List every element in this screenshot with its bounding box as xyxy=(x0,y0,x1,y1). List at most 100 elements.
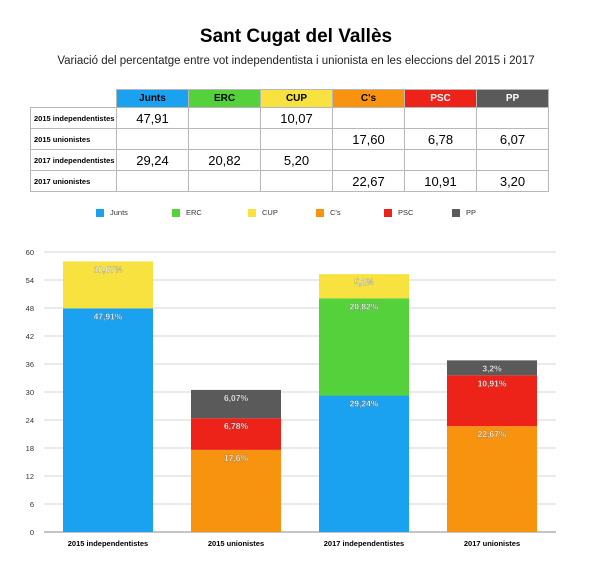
y-tick-label: 0 xyxy=(30,528,34,537)
table-cell xyxy=(404,149,477,171)
table-cell: 6,07 xyxy=(476,128,549,150)
data-label: 5,2% xyxy=(354,277,374,287)
data-label: 10,07% xyxy=(94,264,123,274)
bar-segment xyxy=(447,375,537,427)
table-cell: 3,20 xyxy=(476,170,549,192)
bar-segment xyxy=(447,360,537,376)
table-cell: 20,82 xyxy=(188,149,261,171)
legend-item: PP xyxy=(452,208,476,217)
bar-segment xyxy=(191,389,281,419)
table-cell xyxy=(404,107,477,129)
x-tick-label: 2017 independentistes xyxy=(324,539,404,548)
chart-subtitle: Variació del percentatge entre vot indep… xyxy=(57,55,535,67)
y-tick-label: 12 xyxy=(26,472,34,481)
legend-item: Junts xyxy=(96,208,128,217)
y-tick-label: 60 xyxy=(26,248,34,257)
table-header-erc: ERC xyxy=(188,89,261,108)
y-tick-label: 24 xyxy=(26,416,34,425)
legend-label: PP xyxy=(466,208,477,217)
legend-label: ERC xyxy=(186,208,202,217)
table-header-row: Junts ERC CUP C's PSC PP xyxy=(31,89,549,108)
y-tick-label: 30 xyxy=(26,388,34,397)
table-header-cup: CUP xyxy=(260,89,333,108)
table-header-junts: Junts xyxy=(116,89,189,108)
y-tick-label: 42 xyxy=(26,332,34,341)
legend-swatch xyxy=(384,208,392,217)
legend-label: CUP xyxy=(262,208,278,217)
bar-segment xyxy=(63,261,153,309)
table-row-label: 2015 unionistes xyxy=(30,128,117,150)
table-cell: 47,91 xyxy=(116,107,189,129)
table-cell xyxy=(188,128,261,150)
legend-label: PSC xyxy=(398,208,414,217)
table-row: 2017 independentistes 29,24 20,82 5,20 xyxy=(30,149,549,171)
table-cell xyxy=(188,107,261,129)
data-label: 6,78% xyxy=(224,421,249,431)
stacked-bar-chart: 0 6 12 18 24 30 36 42 48 54 60 47,91% 10,07% 2015 ind… xyxy=(26,248,556,548)
y-tick-label: 54 xyxy=(26,276,34,285)
table-row-label: 2015 independentistes xyxy=(30,107,117,129)
table-cell xyxy=(260,170,333,192)
bar-segment xyxy=(63,308,153,532)
legend-label: Junts xyxy=(110,208,128,217)
data-label: 20,82% xyxy=(350,301,379,311)
table-cell: 29,24 xyxy=(116,149,189,171)
table-header-pp: PP xyxy=(476,89,549,108)
data-table: Junts ERC CUP C's PSC PP 2015 independentiste… xyxy=(30,89,549,192)
data-label: 10,91% xyxy=(478,378,507,388)
y-tick-label: 36 xyxy=(26,360,34,369)
table-cell: 6,78 xyxy=(404,128,477,150)
legend-swatch xyxy=(96,208,104,217)
data-label: 22,67% xyxy=(478,429,507,439)
table-cell xyxy=(260,128,333,150)
table-cell xyxy=(116,128,189,150)
table-cell: 22,67 xyxy=(332,170,405,192)
legend-swatch xyxy=(452,208,460,217)
legend-item: CUP xyxy=(248,208,278,217)
table-cell xyxy=(116,170,189,192)
table-cell: 10,91 xyxy=(404,170,477,192)
table-cell: 5,20 xyxy=(260,149,333,171)
legend-item: PSC xyxy=(384,208,413,217)
table-row-label: 2017 independentistes xyxy=(30,149,117,171)
y-tick-label: 18 xyxy=(26,444,34,453)
data-label: 17,6% xyxy=(224,453,249,463)
table-cell xyxy=(332,107,405,129)
x-tick-label: 2017 unionistes xyxy=(464,539,520,548)
table-cell xyxy=(332,149,405,171)
chart-title: Sant Cugat del Vallès xyxy=(199,26,393,47)
table-cell xyxy=(188,170,261,192)
data-label: 47,91% xyxy=(94,311,123,321)
table-row: 2015 independentistes 47,91 10,07 xyxy=(30,107,549,129)
table-row: 2017 unionistes 22,67 10,91 3,20 xyxy=(30,170,549,192)
table-corner xyxy=(31,90,117,108)
bar-segment xyxy=(319,298,409,396)
legend-item: C's xyxy=(316,208,341,217)
table-row-label: 2017 unionistes xyxy=(30,170,117,192)
bar-segment xyxy=(447,426,537,532)
legend-swatch xyxy=(316,208,324,217)
y-tick-label: 6 xyxy=(30,500,34,509)
data-label: 3,2% xyxy=(482,363,502,373)
table-header-psc: PSC xyxy=(404,89,477,108)
table-cell: 17,60 xyxy=(332,128,405,150)
bar-segment xyxy=(191,418,281,450)
x-tick-label: 2015 unionistes xyxy=(208,539,264,548)
bar-segment xyxy=(319,274,409,299)
bar-segment xyxy=(319,395,409,532)
legend-swatch xyxy=(172,208,180,217)
data-label: 29,24% xyxy=(350,399,379,409)
legend-swatch xyxy=(248,208,256,217)
bar-segment xyxy=(191,449,281,532)
table-header-cs: C's xyxy=(332,89,405,108)
table-cell xyxy=(476,107,549,129)
legend-item: ERC xyxy=(172,208,202,217)
table-cell: 10,07 xyxy=(260,107,333,129)
y-tick-label: 48 xyxy=(26,304,34,313)
legend-label: C's xyxy=(330,208,341,217)
data-label: 6,07% xyxy=(224,393,249,403)
x-tick-label: 2015 independentistes xyxy=(68,539,148,548)
table-cell xyxy=(476,149,549,171)
legend: Junts ERC CUP C's PSC PP xyxy=(0,208,592,222)
table-row: 2015 unionistes 17,60 6,78 6,07 xyxy=(30,128,549,150)
